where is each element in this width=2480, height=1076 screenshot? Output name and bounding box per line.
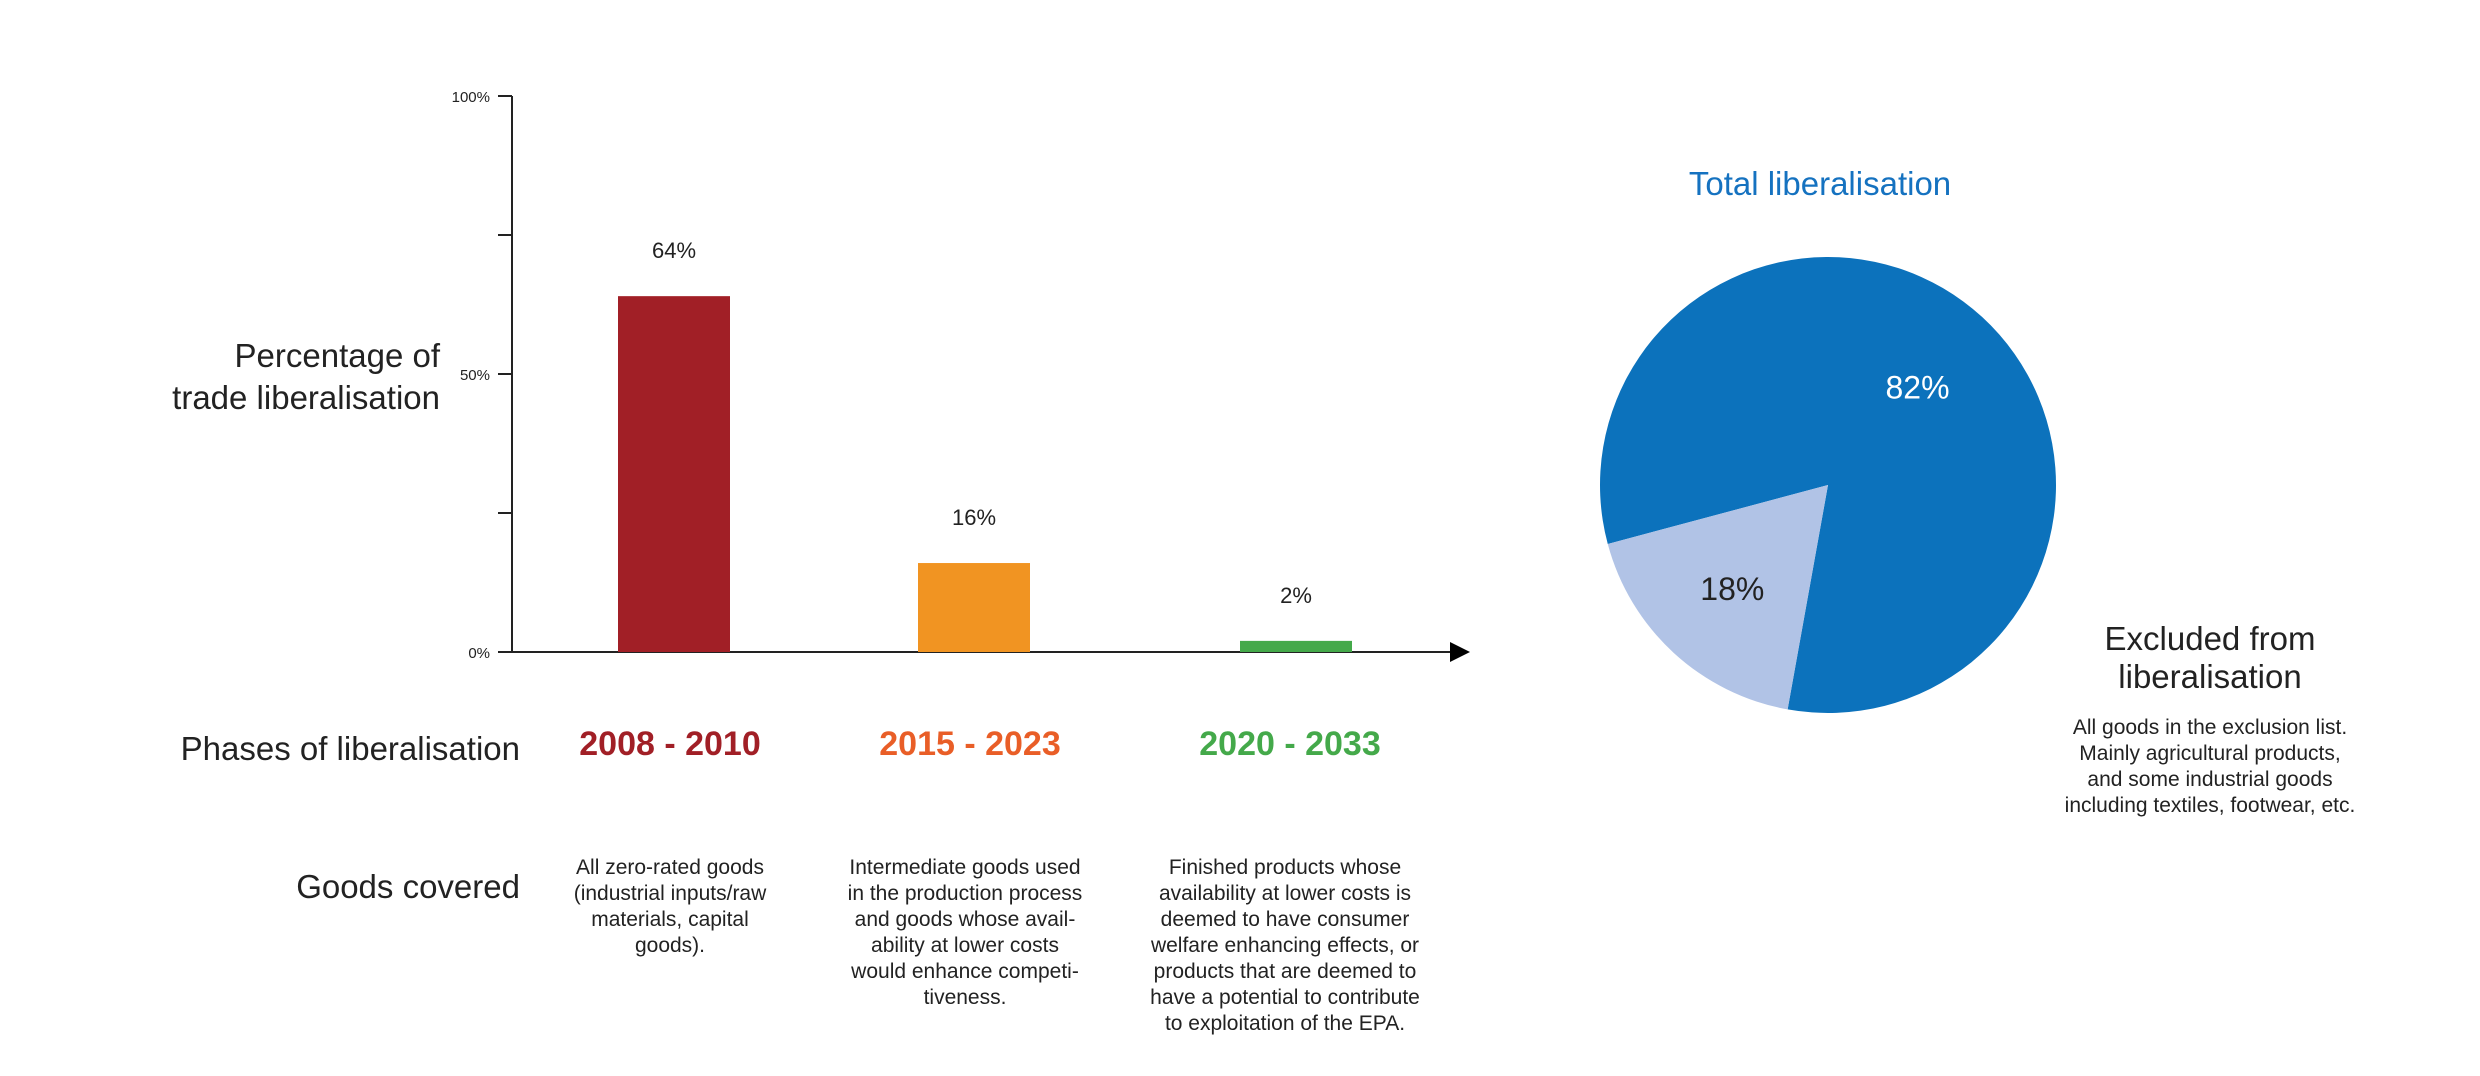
goods-description-1: All zero-rated goods (industrial inputs/…: [573, 856, 767, 957]
bar-data-label-3: 2%: [1280, 583, 1312, 608]
pie-slice-label-2: 18%: [1700, 571, 1764, 607]
bar-chart: 0% 50% 100% 64% 16% 2%: [452, 89, 1470, 662]
goods-description-2: Intermediate goods used in the productio…: [847, 856, 1083, 1009]
bar-data-label-2: 16%: [952, 505, 996, 530]
phase-label-1: 2008 - 2010: [579, 725, 761, 763]
y-tick-label: 50%: [460, 367, 490, 384]
y-tick-label: 0%: [468, 645, 490, 662]
excluded-title: Excluded from liberalisation: [2104, 620, 2316, 695]
pie-chart: 82% 18%: [1600, 257, 2056, 713]
bar-1: [618, 296, 730, 652]
excluded-description: All goods in the exclusion list. Mainly …: [2064, 716, 2356, 817]
pie-slice-2: [1607, 485, 1828, 710]
x-axis-arrow-icon: [1450, 642, 1470, 662]
y-tick-label: 100%: [452, 89, 490, 106]
goods-description-3: Finished products whose availability at …: [1150, 856, 1420, 1035]
y-axis-label: Percentage of trade liberalisation: [172, 337, 440, 416]
pie-title: Total liberalisation: [1688, 165, 1952, 202]
phase-label-2: 2015 - 2023: [879, 725, 1061, 763]
goods-row-label: Goods covered: [296, 868, 520, 905]
phase-label-3: 2020 - 2033: [1199, 725, 1381, 763]
bar-3: [1240, 640, 1352, 652]
phases-row-label: Phases of liberalisation: [180, 730, 520, 767]
bar-data-label-1: 64%: [652, 238, 696, 263]
bar-2: [918, 563, 1030, 652]
pie-slice-label-1: 82%: [1885, 370, 1949, 406]
